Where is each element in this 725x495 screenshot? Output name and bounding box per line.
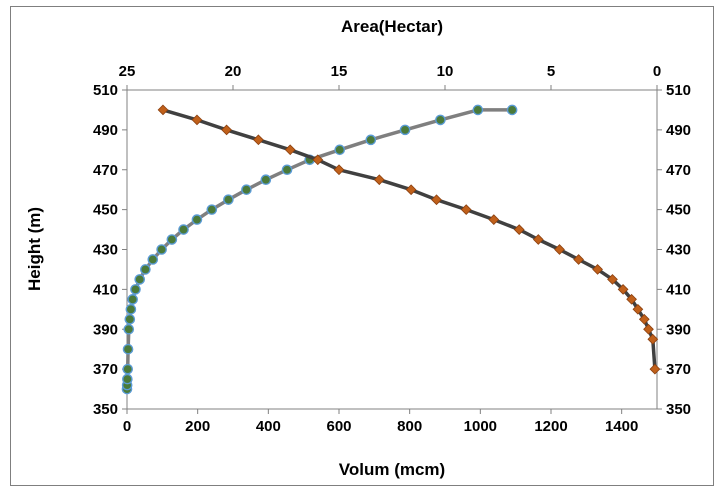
x-tick-label: 400 [256,418,281,435]
area-data-point [554,244,565,255]
x2-tick-label: 10 [437,63,454,80]
volume-data-point [122,343,134,355]
area-data-point [592,264,603,275]
area-data-point [632,303,644,315]
area-data-point [649,363,661,375]
volume-data-point [206,204,218,215]
volume-data-point [191,214,203,225]
y2-tick-label: 450 [666,202,691,219]
area-data-point [532,234,544,245]
area-data-point [221,124,232,136]
x-tick-label: 0 [123,418,131,435]
y-axis-title: Height (m) [25,207,44,291]
area-data-point [284,144,296,156]
volume-data-point [140,264,151,275]
volume-data-point [122,363,134,375]
chart-frame: Area(Hectar) Volum (mcm) Height (m) 0 200… [10,6,714,486]
series-layer [121,104,661,395]
area-data-point [460,204,472,215]
x2-tick-label: 20 [225,63,242,80]
x2-tick-label: 15 [331,63,348,80]
volume-data-point [125,304,137,315]
volume-data-point [281,164,293,176]
x-tick-label: 800 [397,418,422,435]
y2-tick-label: 350 [666,401,691,418]
area-data-point [333,164,345,176]
x-tick-label: 1200 [534,418,567,435]
volume-data-point [365,134,377,146]
x2-tick-label: 5 [547,63,555,80]
volume-data-point [122,373,133,385]
y-tick-label: 390 [93,321,118,338]
area-data-point [626,293,637,305]
volume-data-point [127,294,138,305]
volume-data-point [147,254,159,265]
volume-data-point [178,224,189,235]
area-data-point [253,134,264,146]
area-data-point [573,254,584,265]
volume-data-point [223,194,234,205]
x2-axis-title: Area(Hectar) [341,17,443,36]
area-data-point [513,224,525,235]
y2-tick-label: 490 [666,122,691,139]
volume-data-point [399,124,411,136]
area-data-point [488,214,500,225]
area-data-point [607,274,618,285]
volume-data-point [472,104,484,116]
y-tick-label: 410 [93,281,118,298]
y2-tick-label: 390 [666,321,691,338]
area-data-point [157,104,169,116]
area-data-point [191,114,203,126]
volume-data-point [156,244,167,255]
x-tick-label: 1400 [605,418,638,435]
volume-data-point [260,174,272,186]
volume-data-point [130,284,141,295]
area-data-point [617,284,629,295]
volume-data-point [241,184,252,195]
x-tick-label: 600 [326,418,351,435]
y-tick-label: 450 [93,202,118,219]
area-data-point [647,333,659,345]
plot-area [126,89,658,410]
area-data-point [312,154,324,166]
x2-tick-label: 0 [653,63,661,80]
y-tick-label: 510 [93,82,118,99]
y-tick-label: 350 [93,401,118,418]
y-tick-label: 490 [93,122,118,139]
y2-tick-label: 410 [666,281,691,298]
volume-data-point [166,234,178,245]
y2-tick-label: 430 [666,242,691,259]
volume-data-point [134,274,146,285]
area-data-point [638,313,650,325]
x-axis-title: Volum (mcm) [339,460,445,479]
volume-data-point [123,323,135,335]
x-tick-label: 200 [185,418,210,435]
x-tick-label: 1000 [464,418,497,435]
area-data-point [373,174,385,186]
area-data-point [643,323,654,335]
area-data-point [405,184,417,196]
y2-tick-label: 370 [666,361,691,378]
volume-data-point [506,104,518,116]
volume-data-point [124,313,136,325]
y2-tick-label: 510 [666,82,691,99]
axes-layer: 0 200 400 600 800 1000 1200 1400 25 20 15 10 5 0 350 37… [93,63,691,435]
area-data-point [431,194,442,206]
y-tick-label: 430 [93,242,118,259]
y2-tick-label: 470 [666,162,691,179]
chart-svg: Area(Hectar) Volum (mcm) Height (m) 0 200… [25,17,691,479]
volume-data-point [334,144,346,156]
volume-data-point [435,114,446,126]
y-tick-label: 470 [93,162,118,179]
y-tick-label: 370 [93,361,118,378]
x2-tick-label: 25 [119,63,136,80]
